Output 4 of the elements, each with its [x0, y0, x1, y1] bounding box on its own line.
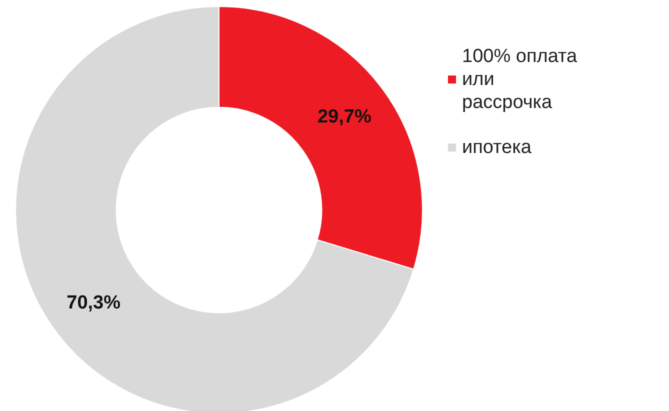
legend-label: 100% оплата или рассрочка	[462, 46, 582, 113]
legend-label: ипотека	[462, 137, 532, 158]
data-label: 29,7%	[317, 106, 372, 128]
data-label: 70,3%	[66, 292, 121, 314]
